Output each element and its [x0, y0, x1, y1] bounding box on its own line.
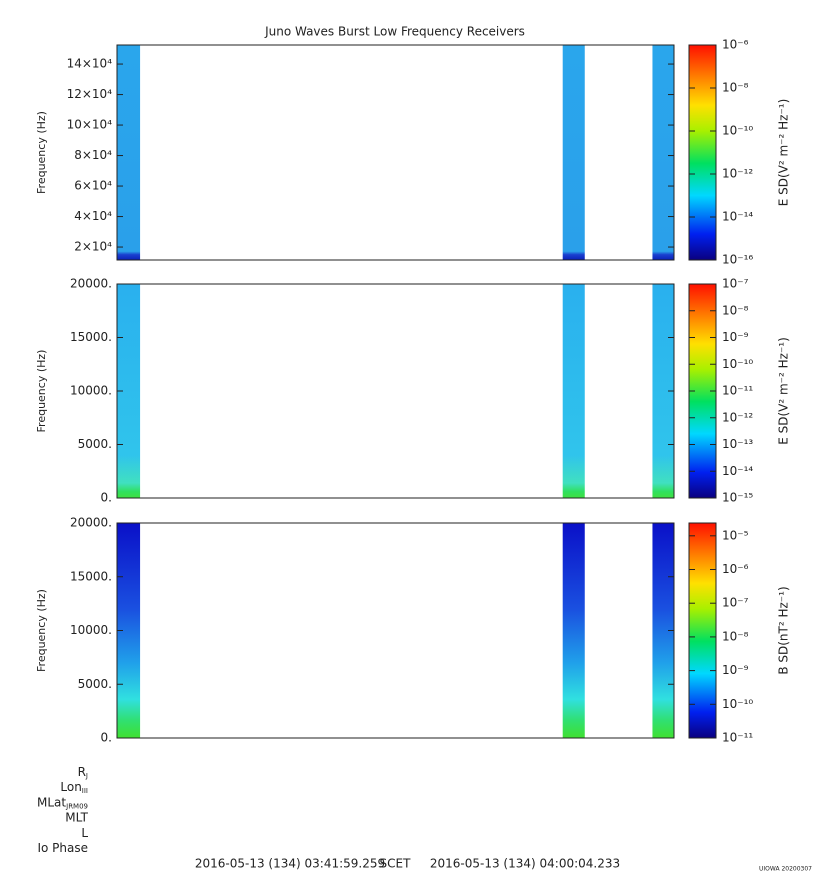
colorbar-tick-label: 10⁻⁶ — [722, 38, 749, 52]
y-tick-label: 20000. — [70, 277, 112, 291]
footer-start: 2016-05-13 (134) 03:41:59.259 — [195, 857, 385, 871]
colorbar-tick-label: 10⁻⁹ — [722, 330, 749, 344]
y-axis-label: Frequency (Hz) — [35, 111, 48, 194]
y-tick-label: 5000. — [78, 677, 112, 691]
y-tick-label: 12×10⁴ — [67, 87, 113, 101]
y-tick-label: 0. — [101, 731, 112, 745]
ephemeris-label-sub: J — [85, 772, 88, 780]
spectrogram-burst — [562, 284, 585, 498]
colorbar-tick-label: 10⁻⁹ — [722, 663, 749, 677]
colorbar-tick-label: 10⁻¹² — [722, 167, 753, 181]
plot-frame — [116, 44, 675, 261]
colorbar-tick-label: 10⁻⁸ — [722, 303, 749, 317]
y-axis-label: Frequency (Hz) — [35, 350, 48, 433]
colorbar-label: E SD(V² m⁻² Hz⁻¹) — [777, 337, 791, 445]
colorbar-tick-label: 10⁻¹⁵ — [722, 491, 753, 505]
ephemeris-label-text: Lon — [60, 780, 81, 794]
y-tick-label: 10000. — [70, 384, 112, 398]
y-tick-label: 15000. — [70, 330, 112, 344]
colorbar-tick-label: 10⁻⁸ — [722, 81, 749, 95]
colorbar-tick-label: 10⁻⁶ — [722, 562, 749, 576]
colorbar-tick-label: 10⁻¹⁶ — [722, 253, 753, 267]
y-tick-label: 15000. — [70, 569, 112, 583]
y-tick-label: 4×10⁴ — [74, 209, 112, 223]
ephemeris-label-text: L — [81, 825, 88, 839]
colorbar-tick-label: 10⁻¹⁰ — [722, 124, 753, 138]
spectrogram-burst — [117, 45, 141, 260]
y-tick-label: 5000. — [78, 437, 112, 451]
plot-frame — [116, 522, 675, 739]
colorbar-label: B SD(nT² Hz⁻¹) — [777, 586, 791, 674]
ephemeris-label-text: MLT — [65, 810, 88, 824]
spectrogram-burst — [562, 45, 585, 260]
colorbar — [688, 522, 717, 739]
y-tick-label: 2×10⁴ — [74, 240, 112, 254]
y-tick-label: 6×10⁴ — [74, 179, 112, 193]
colorbar-tick-label: 10⁻¹⁴ — [722, 210, 753, 224]
ephemeris-label: Io Phase — [37, 841, 88, 855]
colorbar-tick-label: 10⁻⁷ — [722, 277, 749, 291]
footer-stamp: UIOWA 20200307 — [759, 866, 812, 873]
y-tick-label: 10×10⁴ — [67, 118, 113, 132]
plot-frame — [116, 283, 675, 499]
colorbar-tick-label: 10⁻¹⁴ — [722, 464, 753, 478]
chart-title: Juno Waves Burst Low Frequency Receivers — [264, 25, 525, 39]
ephemeris-label: MLatJRM09 — [37, 795, 88, 811]
colorbar-tick-label: 10⁻¹⁰ — [722, 697, 753, 711]
colorbar-tick-label: 10⁻¹¹ — [722, 731, 753, 745]
y-tick-label: 10000. — [70, 623, 112, 637]
ephemeris-label-text: MLat — [37, 795, 66, 809]
colorbar-tick-label: 10⁻⁸ — [722, 629, 749, 643]
spectrogram-burst — [652, 45, 674, 260]
spectrogram-burst — [562, 523, 585, 738]
colorbar-tick-label: 10⁻¹¹ — [722, 384, 753, 398]
y-tick-label: 14×10⁴ — [67, 57, 113, 71]
colorbar — [688, 44, 717, 261]
colorbar-tick-label: 10⁻¹⁰ — [722, 357, 753, 371]
ephemeris-label-sub: III — [82, 787, 88, 795]
ephemeris-label: LonIII — [60, 780, 88, 796]
colorbar-label: E SD(V² m⁻² Hz⁻¹) — [777, 99, 791, 207]
ephemeris-label-text: Io Phase — [37, 841, 88, 855]
ephemeris-label: RJ — [78, 765, 88, 781]
y-axis-label: Frequency (Hz) — [35, 589, 48, 672]
ephemeris-label-text: R — [78, 765, 86, 779]
footer-frame: SCET — [380, 857, 412, 871]
ephemeris-label: L — [81, 825, 88, 839]
colorbar-tick-label: 10⁻¹² — [722, 410, 753, 424]
footer-end: 2016-05-13 (134) 04:00:04.233 — [430, 857, 620, 871]
ephemeris-label: MLT — [65, 810, 88, 824]
ephemeris-label-sub: JRM09 — [65, 802, 88, 810]
colorbar-tick-label: 10⁻¹³ — [722, 437, 753, 451]
y-tick-label: 0. — [101, 491, 112, 505]
colorbar-tick-label: 10⁻⁵ — [722, 528, 749, 542]
y-tick-label: 8×10⁴ — [74, 148, 112, 162]
y-tick-label: 20000. — [70, 516, 112, 530]
colorbar-tick-label: 10⁻⁷ — [722, 596, 749, 610]
